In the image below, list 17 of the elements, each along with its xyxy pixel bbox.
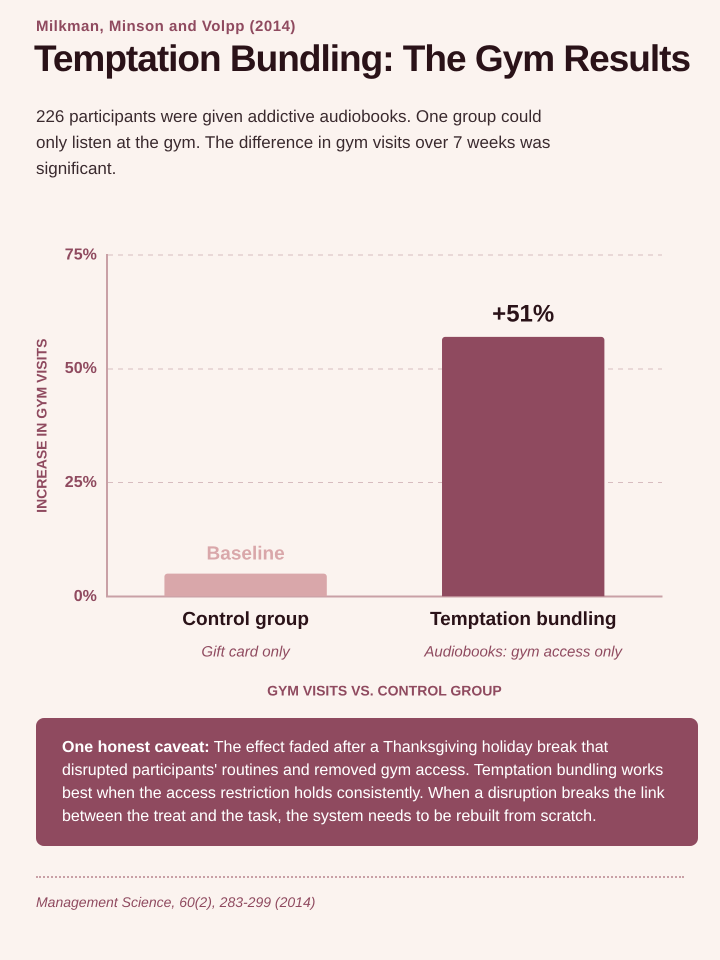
text: Management Science, 60(2), 283-299 (2014) [36,894,316,910]
y-tick-label: 75% [64,246,97,264]
annotation: Baseline [206,543,285,564]
text: Milkman, Minson and Volpp (2014) [36,18,296,35]
text: One honest caveat: The effect faded after a Thanksgiving holiday break that disrupted participants' routines and removed gym access. Temptation bundling works best when the access restriction holds consistently. When a disruption breaks the link between the treat and the task, the system needs to be rebuilt from scratch. [36,718,698,846]
y-tick-label: 25% [64,474,97,492]
chart-subtitle: 226 participants were given addictive audiobooks. One group could only listen at the gym. The difference in gym visits over 7 weeks was significant. [36,106,552,180]
x-tick-label: Control group [182,609,309,630]
y-tick-label: 50% [64,360,97,378]
x-tick-label: Temptation bundling [430,609,616,630]
y-tick-label: 0% [74,588,97,605]
chart-title: Temptation Bundling: The Gym Results [34,38,690,80]
text: Audiobooks: gym access only [423,643,624,660]
y-axis-title: INCREASE IN GYM VISITS [33,338,50,513]
annotation: +51% [492,300,554,328]
text: Gift card only [201,643,292,660]
x-axis-title: GYM VISITS VS. CONTROL GROUP [267,682,502,698]
